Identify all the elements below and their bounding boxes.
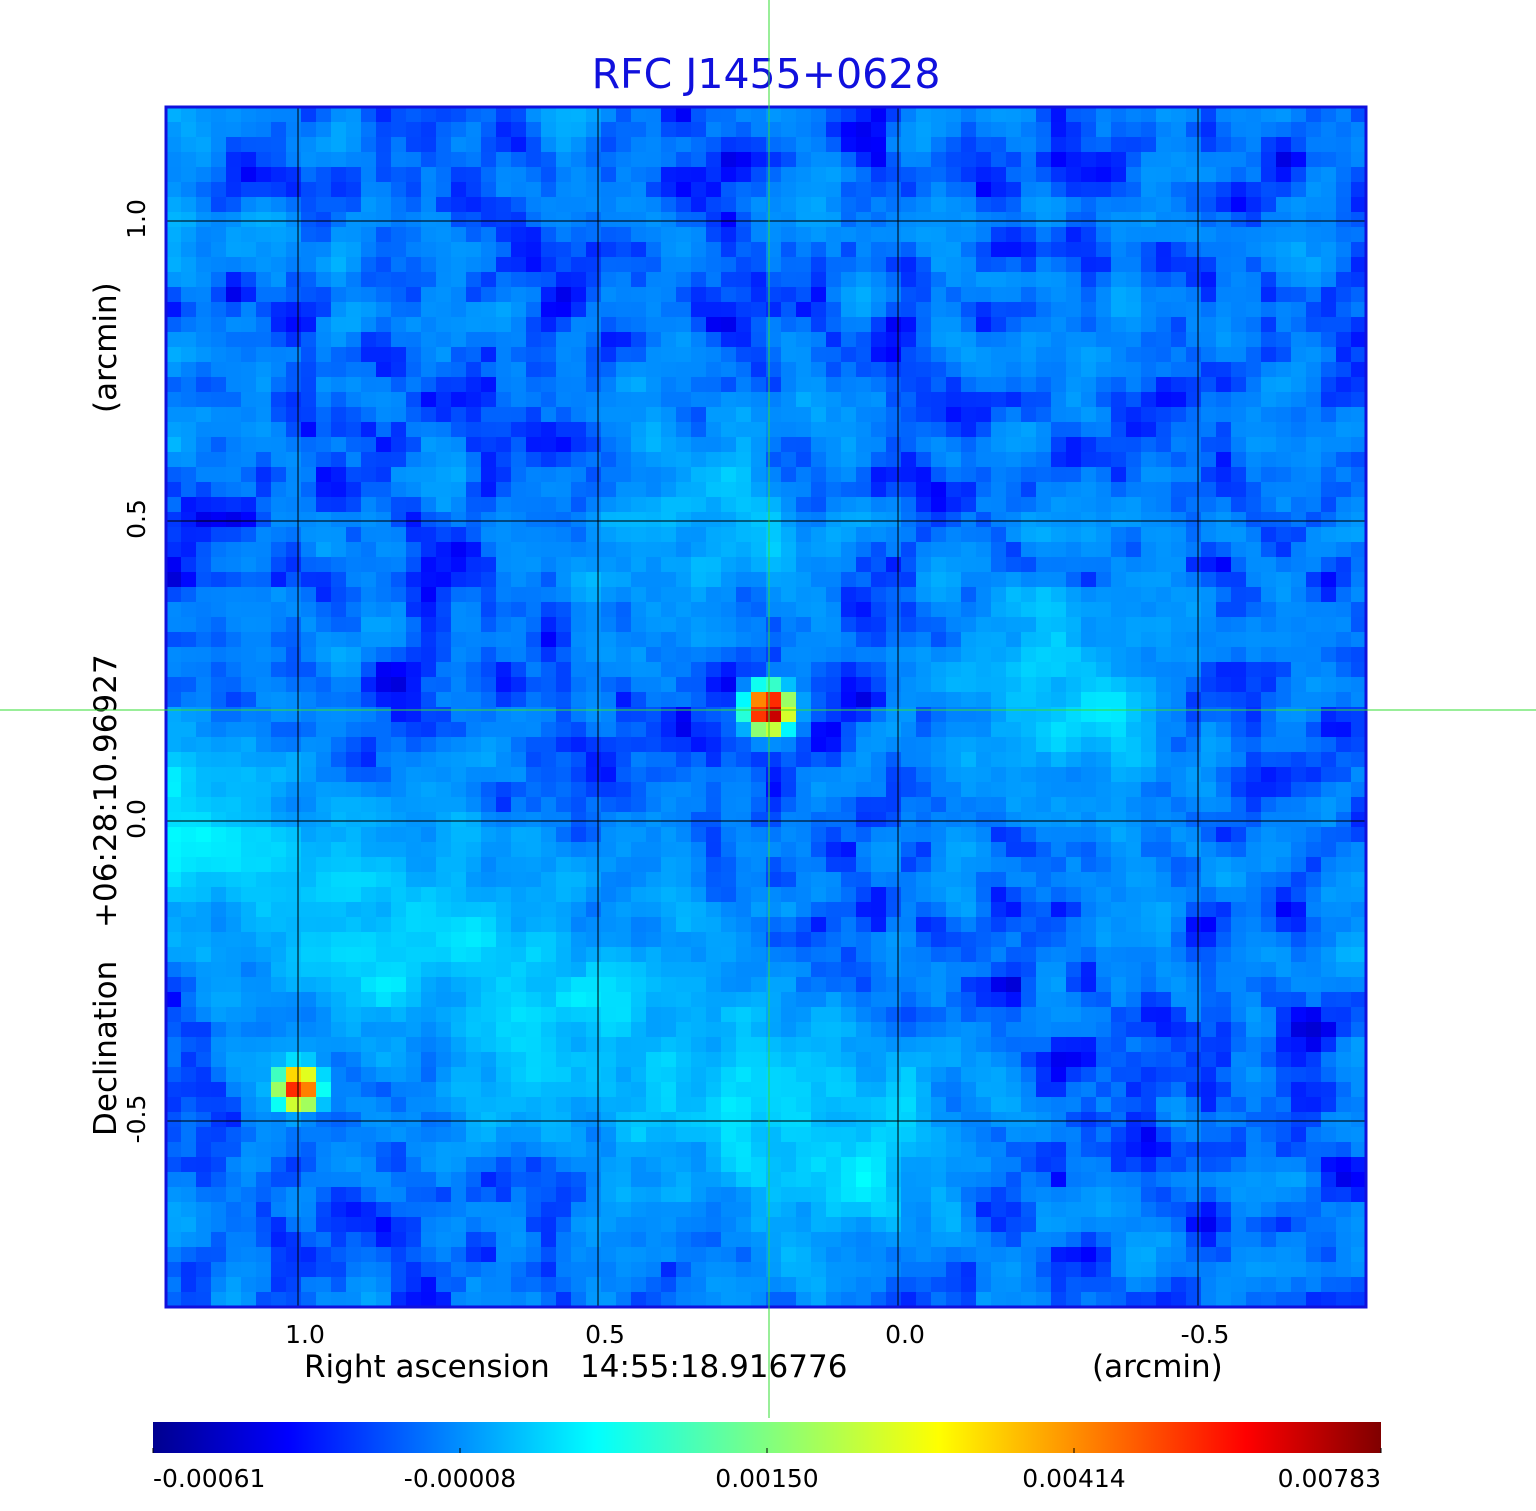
y-tick-label: -0.5	[122, 1095, 151, 1144]
colorbar-tick-label: 0.00414	[1022, 1464, 1125, 1493]
heatmap-raster	[166, 107, 1366, 1307]
x-tick-label: 1.0	[285, 1320, 325, 1349]
y-tick-label: 1.0	[122, 199, 151, 239]
y-tick-label: 0.5	[122, 499, 151, 539]
x-axis-center-value: 14:55:18.916776	[580, 1349, 847, 1385]
x-tick-label: 0.0	[885, 1320, 925, 1349]
colorbar-tick-label: -0.00008	[404, 1464, 516, 1493]
colorbar	[153, 1422, 1381, 1453]
plot-title: RFC J1455+0628	[592, 50, 941, 98]
coordinate-grid	[166, 107, 1366, 1307]
y-tick-label: 0.0	[122, 799, 151, 839]
y-axis-center-value: +06:28:10.96927	[88, 654, 124, 928]
y-tick-labels: 1.0 0.5 0.0 -0.5	[122, 199, 151, 1143]
colorbar-tick-label: -0.00061	[153, 1464, 265, 1493]
x-tick-label: -0.5	[1181, 1320, 1230, 1349]
plot-frame	[164, 105, 1368, 1309]
y-axis-label: Declination	[88, 961, 124, 1136]
colorbar-ticks: -0.00061 -0.00008 0.00150 0.00414 0.00783	[152, 1448, 1382, 1493]
colorbar-tick-label: 0.00783	[1278, 1464, 1381, 1493]
x-axis-label: Right ascension	[304, 1349, 550, 1385]
y-axis-unit: (arcmin)	[88, 282, 124, 413]
colorbar-tick-label: 0.00150	[715, 1464, 818, 1493]
x-axis-unit: (arcmin)	[1092, 1349, 1223, 1385]
heatmap-image	[166, 107, 1366, 1307]
x-tick-labels: 1.0 0.5 0.0 -0.5	[285, 1320, 1229, 1349]
x-tick-label: 0.5	[585, 1320, 625, 1349]
